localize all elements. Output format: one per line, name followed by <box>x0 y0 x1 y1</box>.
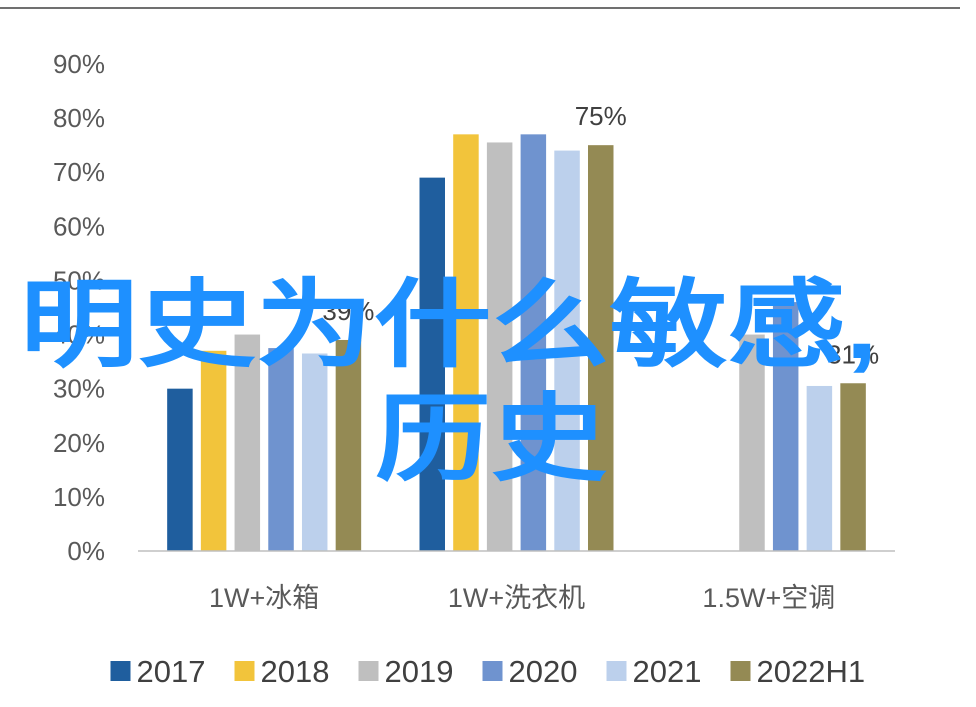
legend: 2017 2018 2019 2020 2021 2022H1 <box>110 654 866 689</box>
legend-swatch-2019 <box>358 661 379 681</box>
overlay-title-line2: 历史 <box>375 386 607 493</box>
y-tick-label: 10% <box>53 482 105 512</box>
bar-2017-1 <box>419 177 445 551</box>
bar-2019-1 <box>486 142 513 551</box>
bar-2017-0 <box>167 388 193 551</box>
y-tick-label: 20% <box>53 428 105 458</box>
bar-2021-0 <box>301 353 328 551</box>
x-category-label: 1W+冰箱 <box>209 583 319 613</box>
bar-2020-2 <box>772 302 799 551</box>
y-tick-label: 80% <box>53 103 105 133</box>
bar-2020-1 <box>520 134 547 551</box>
legend-label-2022H1: 2022H1 <box>757 654 866 689</box>
y-tick-label: 30% <box>53 374 105 404</box>
y-axis-ticks: 0% 10% 20% 30% 40% 50% 60% 70% 80% 90% <box>53 49 105 566</box>
legend-label-2019: 2019 <box>385 654 454 689</box>
y-tick-label: 70% <box>53 157 105 187</box>
y-tick-label: 50% <box>53 265 105 295</box>
y-tick-label: 40% <box>53 320 105 350</box>
data-label: 75% <box>575 101 627 131</box>
bar-2022H1-1 <box>588 145 614 551</box>
y-tick-label: 0% <box>67 536 105 566</box>
legend-label-2021: 2021 <box>633 654 702 689</box>
legend-label-2020: 2020 <box>509 654 578 689</box>
y-tick-label: 60% <box>53 211 105 241</box>
overlay-title-line1: 明史为什么敏感, <box>20 272 878 379</box>
bar-2019-0 <box>234 334 261 551</box>
x-category-label: 1.5W+空调 <box>702 583 835 613</box>
overlay-title: 明史为什么敏感, 历史 <box>20 272 878 493</box>
legend-swatch-2018 <box>234 661 255 681</box>
legend-swatch-2020 <box>482 661 503 681</box>
bar-2021-2 <box>806 385 833 551</box>
data-labels: 39% 75% 31% <box>322 101 879 369</box>
legend-swatch-2021 <box>606 661 627 681</box>
bar-2022H1-2 <box>840 383 866 551</box>
bar-2018-0 <box>200 350 227 551</box>
category-labels: 1W+冰箱 1W+洗衣机 1.5W+空调 <box>209 583 835 613</box>
legend-label-2017: 2017 <box>137 654 206 689</box>
bar-2020-0 <box>268 348 294 551</box>
x-category-label: 1W+洗衣机 <box>448 583 585 613</box>
bar-2018-1 <box>453 134 479 551</box>
bar-2021-1 <box>554 150 580 552</box>
data-label: 39% <box>322 296 374 326</box>
bar-2019-2 <box>739 334 765 551</box>
y-tick-label: 90% <box>53 49 105 79</box>
legend-swatch-2022H1 <box>730 661 751 681</box>
legend-swatch-2017 <box>110 661 131 681</box>
data-label: 31% <box>827 339 879 369</box>
bar-2022H1-0 <box>335 339 362 551</box>
bars-group <box>167 134 866 552</box>
legend-label-2018: 2018 <box>261 654 330 689</box>
